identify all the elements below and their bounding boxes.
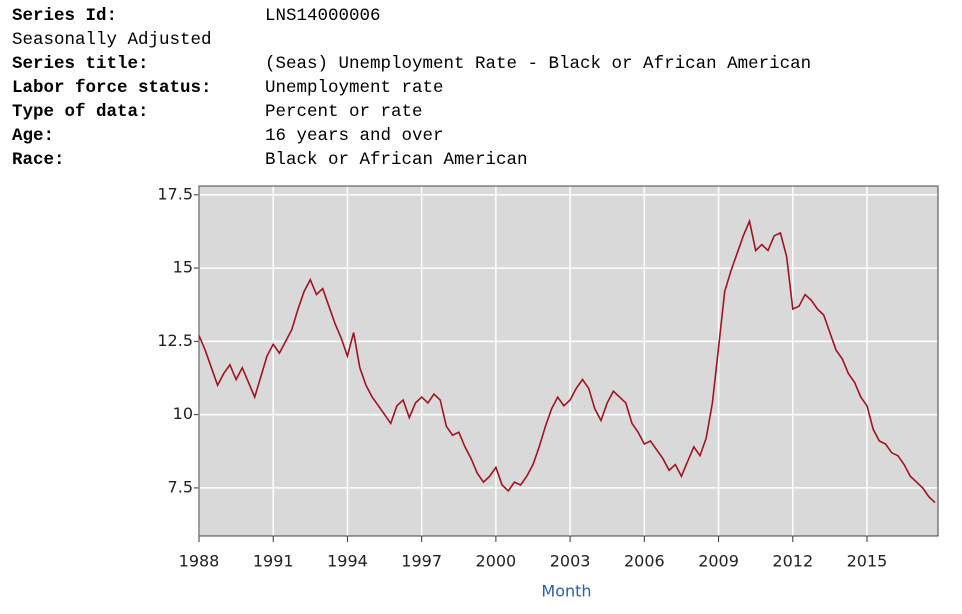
info-value: Black or African American (265, 150, 528, 170)
x-tick-label: 1994 (327, 552, 368, 571)
info-label: Series title: (12, 54, 149, 74)
x-tick-label: 2003 (550, 552, 591, 571)
series-info: Series Id: LNS14000006 Seasonally Adjusted… (12, 4, 811, 172)
data-line (198, 218, 936, 504)
y-tick-label: 17.5 (157, 184, 193, 203)
info-label: Age: (12, 126, 55, 146)
info-note: Seasonally Adjusted (12, 30, 212, 50)
plot-area (199, 186, 938, 536)
info-row: Seasonally Adjusted (12, 28, 811, 52)
y-tick-label: 10 (173, 404, 193, 423)
info-row: Race: Black or African American (12, 148, 811, 172)
x-tick-label: 1988 (179, 552, 220, 571)
y-tick-label: 7.5 (168, 477, 193, 496)
info-label: Labor force status: (12, 78, 212, 98)
info-label: Race: (12, 150, 65, 170)
y-tick-label: 12.5 (157, 331, 193, 350)
x-axis-label: Month (541, 582, 591, 601)
x-tick-label: 1991 (253, 552, 294, 571)
info-value: 16 years and over (265, 126, 444, 146)
info-label: Series Id: (12, 6, 118, 26)
info-value: Percent or rate (265, 102, 423, 122)
x-tick-label: 1997 (401, 552, 442, 571)
info-row: Series title: (Seas) Unemployment Rate - … (12, 52, 811, 76)
info-row: Age: 16 years and over (12, 124, 811, 148)
x-tick-label: 2000 (476, 552, 517, 571)
x-tick-label: 2012 (772, 552, 813, 571)
info-label: Type of data: (12, 102, 149, 122)
info-row: Series Id: LNS14000006 (12, 4, 811, 28)
info-value: (Seas) Unemployment Rate - Black or Afri… (265, 54, 812, 74)
plot-border (198, 185, 939, 537)
info-value: LNS14000006 (265, 6, 381, 26)
x-tick-label: 2009 (698, 552, 739, 571)
info-value: Unemployment rate (265, 78, 444, 98)
x-tick-label: 2015 (847, 552, 888, 571)
y-tick-label: 15 (173, 258, 193, 277)
info-row: Type of data: Percent or rate (12, 100, 811, 124)
x-tick-label: 2006 (624, 552, 665, 571)
info-row: Labor force status: Unemployment rate (12, 76, 811, 100)
